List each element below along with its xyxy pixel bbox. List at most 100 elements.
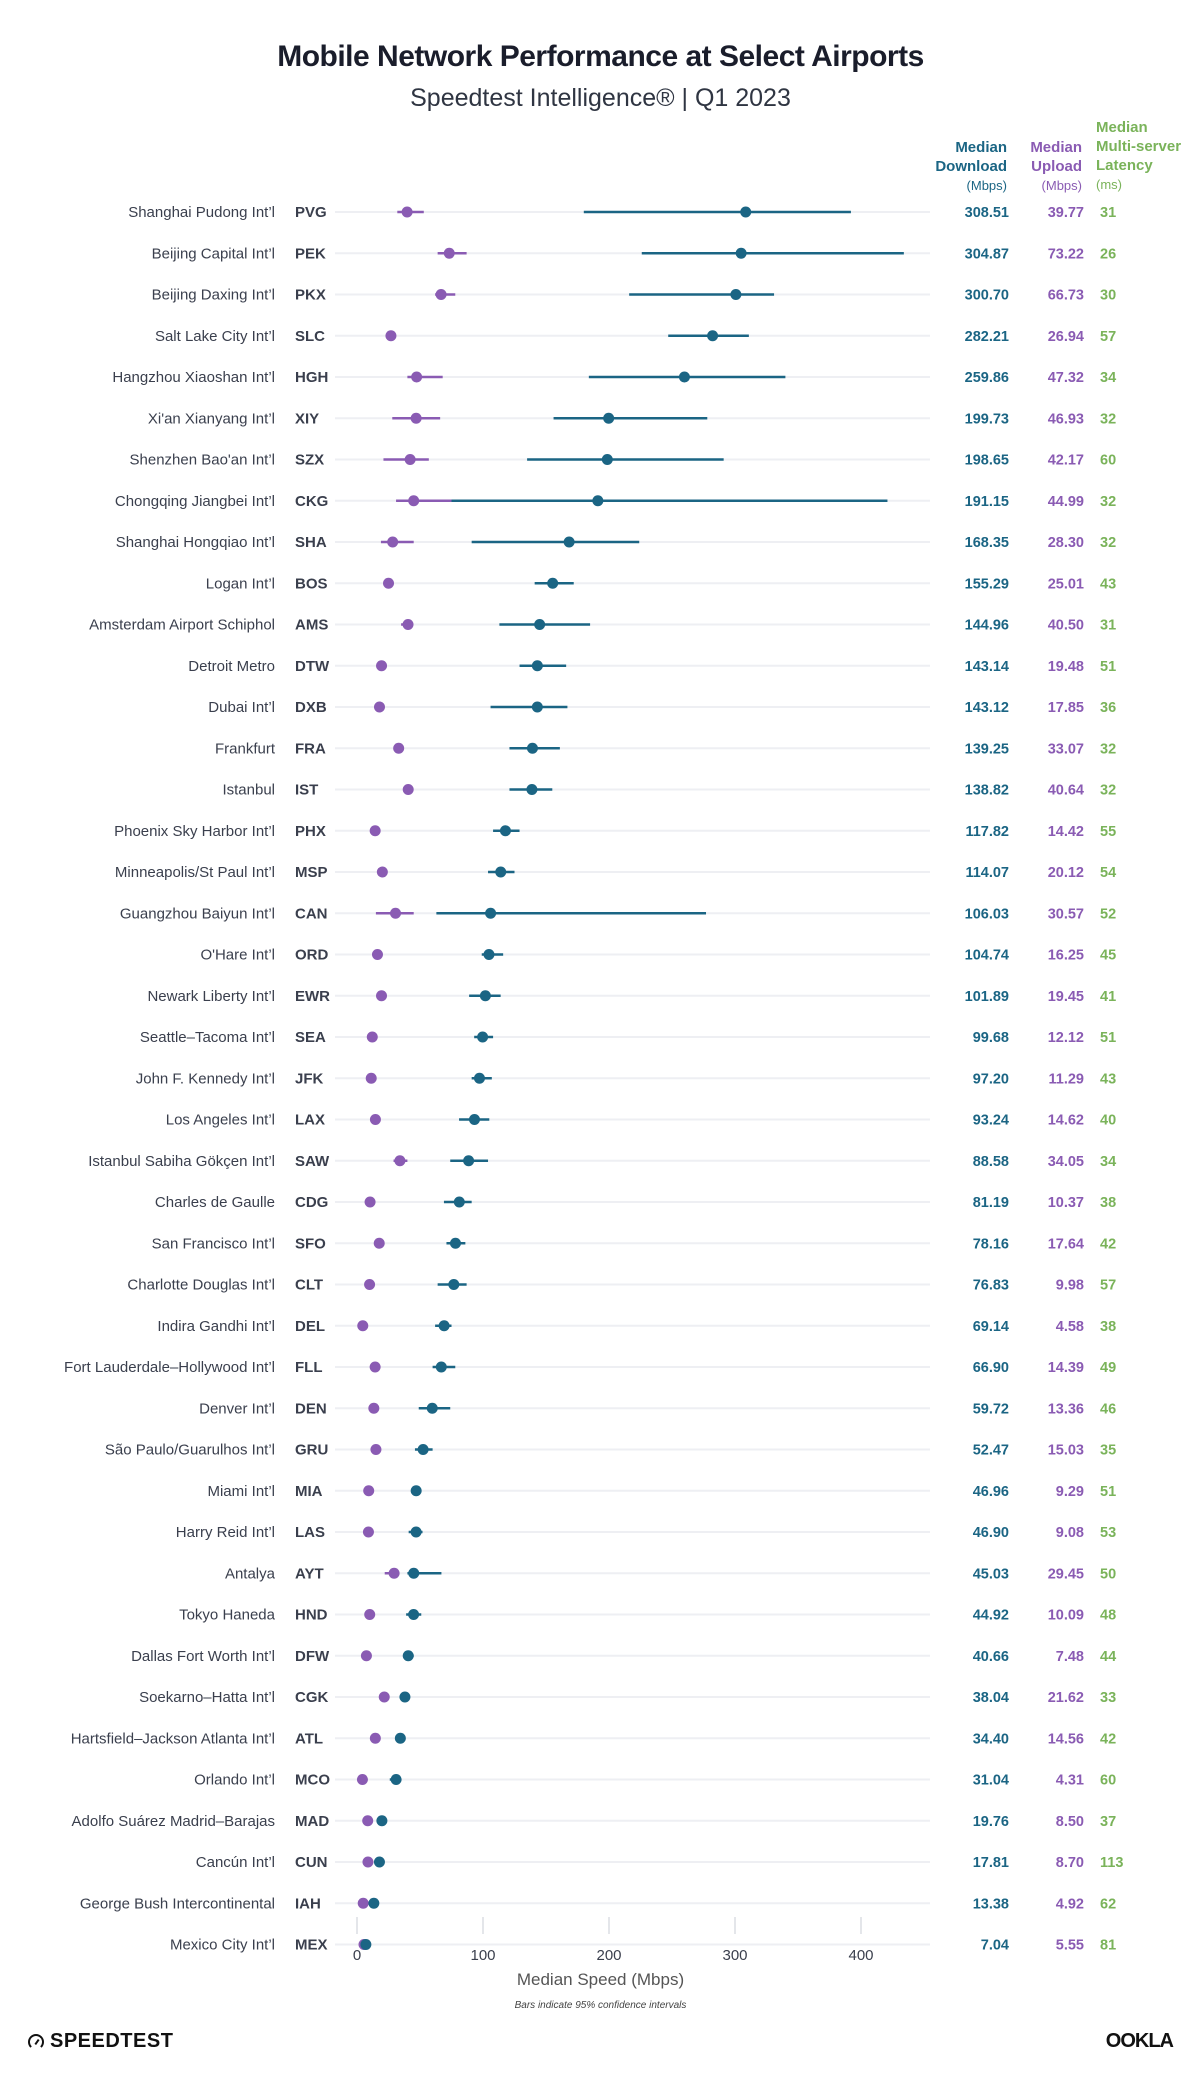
- download-value: 97.20: [973, 1071, 1009, 1087]
- upload-value: 12.12: [1048, 1030, 1084, 1046]
- download-dot: [394, 1732, 406, 1744]
- download-value: 7.04: [981, 1938, 1009, 1954]
- upload-dot: [394, 1155, 406, 1167]
- upload-dot: [383, 577, 395, 589]
- upload-dot: [378, 1691, 390, 1703]
- download-dot: [408, 1609, 420, 1620]
- latency-value: 33: [1100, 1690, 1116, 1706]
- upload-value: 28.30: [1048, 535, 1084, 551]
- airport-code: PVG: [295, 204, 327, 221]
- latency-value: 36: [1100, 700, 1116, 716]
- airport-name: Dallas Fort Worth Int’l: [131, 1648, 275, 1665]
- upload-dot: [385, 330, 397, 342]
- airport-code: AYT: [295, 1565, 324, 1582]
- latency-value: 26: [1100, 246, 1116, 262]
- column-header-latency-unit: (ms): [1096, 177, 1122, 192]
- upload-dot: [410, 412, 422, 424]
- upload-value: 14.62: [1048, 1113, 1084, 1129]
- upload-value: 4.92: [1056, 1896, 1084, 1912]
- airport-code: LAX: [295, 1112, 325, 1129]
- download-value: 93.24: [973, 1113, 1009, 1129]
- upload-value: 19.45: [1048, 989, 1084, 1005]
- download-value: 59.72: [973, 1401, 1009, 1417]
- download-dot: [563, 536, 575, 548]
- airport-name: George Bush Intercontinental: [80, 1895, 275, 1912]
- download-dot: [483, 949, 495, 960]
- download-value: 199.73: [965, 411, 1009, 427]
- column-header-upload-line2: Upload: [1031, 158, 1082, 175]
- download-value: 143.14: [965, 659, 1009, 675]
- latency-value: 32: [1100, 494, 1116, 510]
- download-dot: [601, 454, 613, 465]
- upload-value: 44.99: [1048, 494, 1084, 510]
- upload-dot: [357, 1320, 369, 1332]
- upload-value: 40.64: [1048, 783, 1084, 799]
- download-value: 168.35: [965, 535, 1009, 551]
- airport-code: MSP: [295, 864, 328, 881]
- download-dot: [448, 1279, 460, 1290]
- download-value: 66.90: [973, 1360, 1009, 1376]
- download-dot: [438, 1320, 450, 1332]
- download-dot: [449, 1237, 461, 1249]
- airport-name: Harry Reid Int’l: [176, 1524, 275, 1541]
- download-dot: [485, 907, 497, 919]
- upload-dot: [388, 1567, 400, 1579]
- ookla-logo: OOKLA: [1105, 2030, 1174, 2052]
- upload-value: 14.56: [1048, 1731, 1084, 1747]
- latency-value: 44: [1100, 1649, 1116, 1665]
- download-value: 46.90: [973, 1525, 1009, 1541]
- latency-value: 55: [1100, 824, 1116, 840]
- airport-name: Logan Int’l: [206, 575, 275, 592]
- latency-value: 49: [1100, 1360, 1116, 1376]
- upload-dot: [364, 1279, 376, 1290]
- upload-value: 39.77: [1048, 205, 1084, 221]
- download-value: 155.29: [965, 576, 1009, 592]
- airport-name: Seattle–Tacoma Int’l: [140, 1029, 275, 1046]
- confidence-interval-note: Bars indicate 95% confidence intervals: [514, 2000, 687, 2011]
- airport-name: Miami Int’l: [207, 1483, 275, 1500]
- upload-dot: [363, 1485, 375, 1497]
- upload-dot: [357, 1897, 369, 1909]
- latency-value: 54: [1100, 865, 1116, 881]
- airport-name: Denver Int’l: [199, 1400, 275, 1417]
- upload-dot: [370, 1444, 382, 1455]
- airport-code: SZX: [295, 452, 324, 469]
- upload-dot: [369, 825, 381, 837]
- airport-name: Salt Lake City Int’l: [155, 328, 275, 345]
- airport-code: JFK: [295, 1070, 324, 1087]
- download-dot: [390, 1774, 402, 1785]
- airport-code: SLC: [295, 328, 325, 345]
- latency-value: 32: [1100, 535, 1116, 551]
- airport-name: Shanghai Hongqiao Int’l: [116, 534, 275, 551]
- upload-value: 9.29: [1056, 1484, 1084, 1500]
- upload-value: 34.05: [1048, 1154, 1084, 1170]
- download-dot: [408, 1567, 420, 1579]
- airport-code: ORD: [295, 947, 329, 964]
- latency-value: 60: [1100, 1773, 1116, 1789]
- airport-name: Soekarno–Hatta Int’l: [139, 1689, 275, 1706]
- download-value: 40.66: [973, 1649, 1009, 1665]
- download-value: 300.70: [965, 288, 1009, 304]
- upload-value: 8.50: [1056, 1814, 1084, 1830]
- airport-name: Detroit Metro: [188, 658, 275, 675]
- download-dot: [410, 1526, 422, 1538]
- upload-dot: [376, 990, 388, 1002]
- airport-name: Frankfurt: [215, 740, 276, 757]
- latency-value: 43: [1100, 1071, 1116, 1087]
- download-value: 282.21: [965, 329, 1009, 345]
- download-value: 114.07: [965, 865, 1009, 881]
- download-value: 19.76: [973, 1814, 1009, 1830]
- latency-value: 37: [1100, 1814, 1116, 1830]
- upload-value: 19.48: [1048, 659, 1084, 675]
- latency-value: 43: [1100, 576, 1116, 592]
- download-dot: [735, 247, 747, 259]
- column-header-download-line2: Download: [935, 158, 1007, 175]
- upload-dot: [360, 1650, 372, 1662]
- column-header-upload-unit: (Mbps): [1041, 178, 1082, 193]
- download-value: 198.65: [965, 453, 1009, 469]
- download-value: 138.82: [965, 783, 1009, 799]
- download-value: 81.19: [973, 1195, 1009, 1211]
- download-dot: [376, 1815, 388, 1827]
- upload-dot: [366, 1031, 378, 1043]
